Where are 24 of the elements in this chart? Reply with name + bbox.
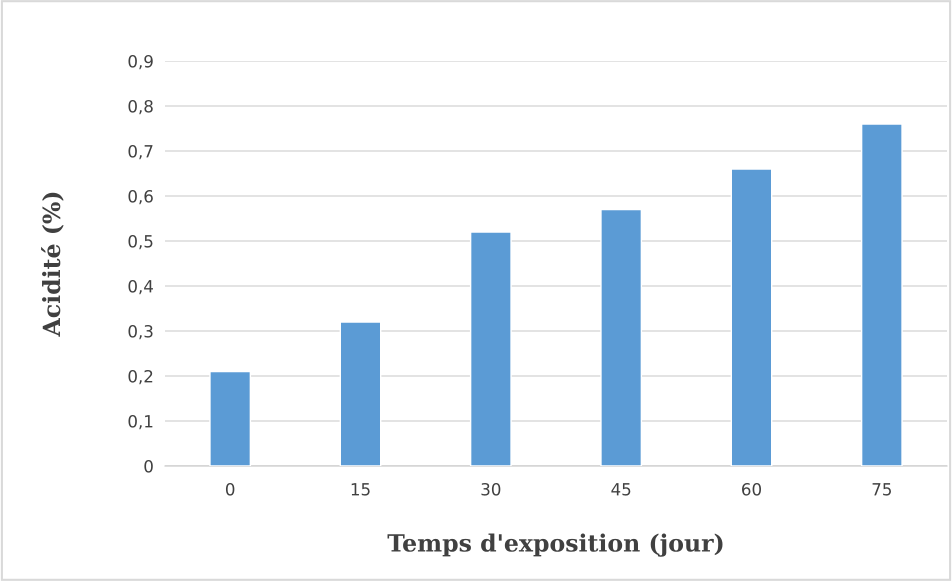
x-tick-label: 45 xyxy=(611,483,630,496)
x-axis-title: Temps d'exposition (jour) xyxy=(388,534,722,557)
y-axis-title: Acidité (%) xyxy=(41,192,64,337)
bar xyxy=(209,370,252,466)
y-tick-label: 0,3 xyxy=(128,324,153,340)
bar xyxy=(340,321,382,466)
y-tick-label: 0,4 xyxy=(128,280,153,294)
y-tick-label: 0,2 xyxy=(128,370,152,384)
y-tick-label: 0,6 xyxy=(128,190,153,204)
y-tick-label: 0,9 xyxy=(128,54,153,70)
x-tick-label: 0 xyxy=(226,482,234,496)
bar xyxy=(470,231,512,466)
x-tick-label: 30 xyxy=(482,482,500,496)
y-tick-label: 0,1 xyxy=(128,414,152,430)
x-tick-label: 75 xyxy=(872,483,891,496)
y-tick-label: 0,7 xyxy=(128,144,152,160)
bar xyxy=(730,168,772,466)
y-tick-label: 0 xyxy=(144,460,153,473)
x-tick-label: 15 xyxy=(352,483,370,496)
bar xyxy=(860,123,903,466)
bar xyxy=(600,208,642,466)
x-tick-label: 60 xyxy=(742,482,761,496)
y-tick-label: 0,8 xyxy=(128,100,153,114)
y-tick-label: 0,5 xyxy=(128,234,152,250)
